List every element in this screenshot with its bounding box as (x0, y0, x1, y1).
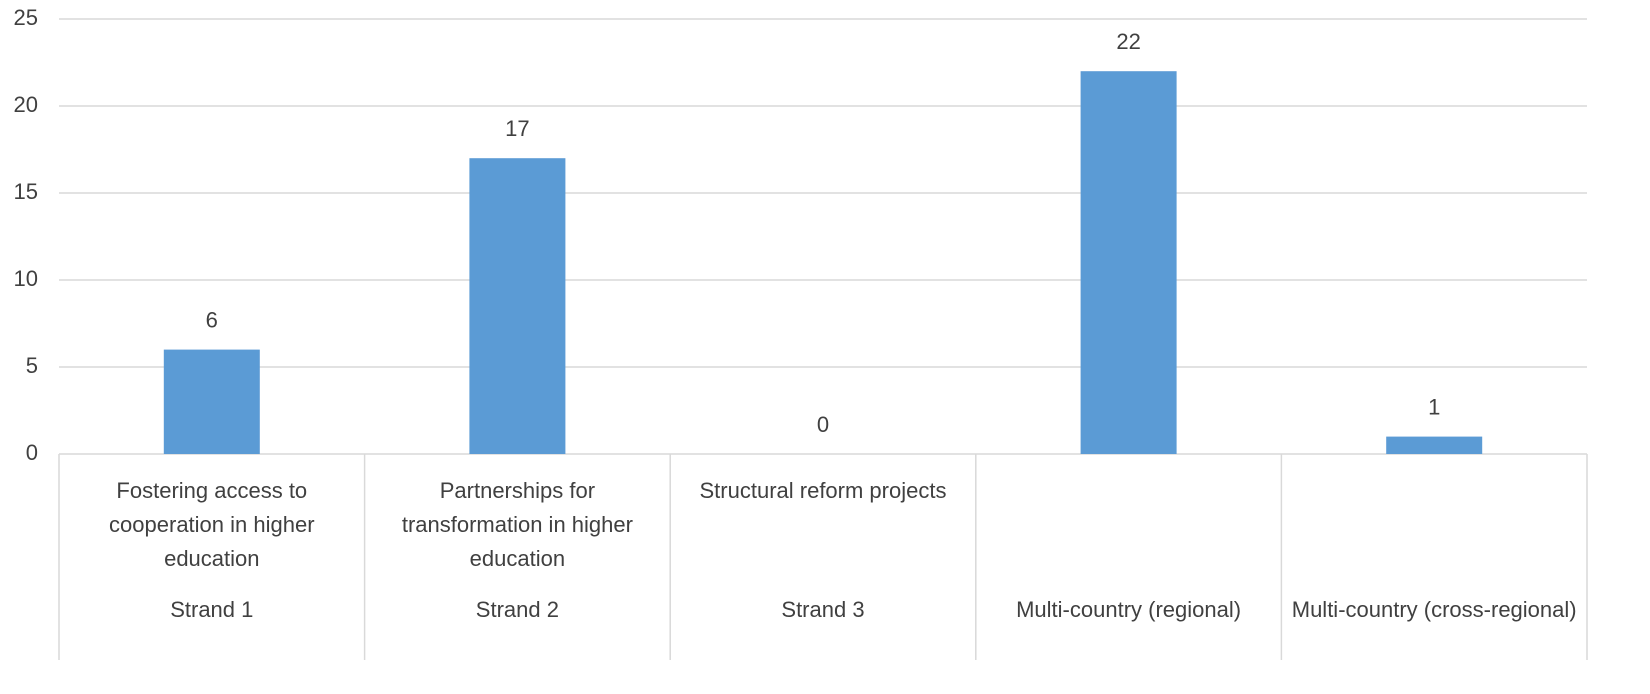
x-group-label: Multi-country (cross-regional) (1291, 597, 1577, 622)
group-label-box: Strand 1 (170, 597, 254, 622)
category-label-box: Structural reform projects (699, 478, 947, 503)
data-label: 17 (505, 116, 529, 141)
data-label: 0 (817, 412, 829, 437)
x-tick-label: Partnerships for transformation in highe… (401, 478, 633, 571)
y-tick-label: 20 (14, 92, 38, 117)
y-tick-label: 0 (26, 440, 38, 465)
y-tick-label: 15 (14, 179, 38, 204)
y-tick-label: 10 (14, 266, 38, 291)
group-label-box: Strand 2 (475, 597, 559, 622)
x-tick-label: Fostering access to cooperation in highe… (109, 478, 315, 571)
x-group-label: Strand 2 (475, 597, 559, 622)
x-tick-label: Structural reform projects (699, 478, 947, 503)
category-label-box: Fostering access to cooperation in highe… (109, 478, 315, 571)
group-label-box: Multi-country (cross-regional) (1291, 597, 1577, 622)
bar (1386, 436, 1483, 454)
x-group-label: Multi-country (regional) (1016, 597, 1242, 622)
bar (1080, 71, 1177, 454)
bar (469, 158, 566, 454)
x-group-label: Strand 3 (781, 597, 865, 622)
group-label-box: Strand 3 (781, 597, 865, 622)
data-label: 1 (1428, 394, 1440, 419)
bar (163, 349, 260, 454)
group-label-box: Multi-country (regional) (1016, 597, 1242, 622)
data-label: 6 (206, 307, 218, 332)
data-label: 22 (1116, 29, 1140, 54)
x-group-label: Strand 1 (170, 597, 254, 622)
category-label-box: Partnerships for transformation in highe… (401, 478, 633, 571)
y-tick-label: 25 (14, 5, 38, 30)
y-tick-label: 5 (26, 353, 38, 378)
